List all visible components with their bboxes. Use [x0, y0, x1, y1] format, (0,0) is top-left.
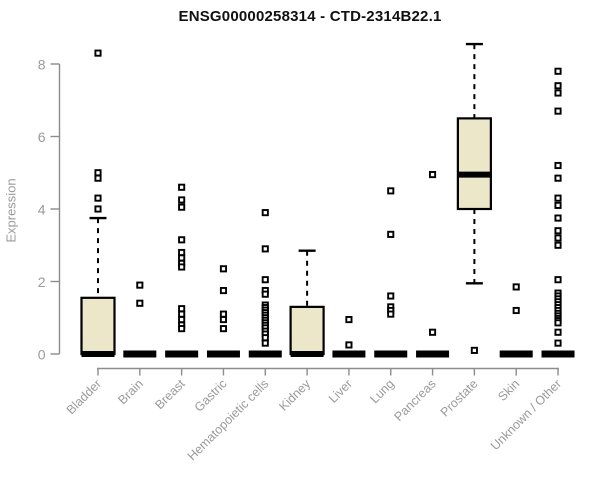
outlier-point [429, 328, 437, 336]
x-tick-label: Prostate [438, 377, 481, 420]
outlier-point [178, 316, 186, 324]
outlier-point [387, 187, 395, 195]
x-tick-label: Pancreas [391, 377, 438, 424]
outlier-point [554, 241, 562, 249]
y-tick-label: 0 [38, 346, 46, 362]
collapsed-box [248, 350, 282, 358]
outlier-point [554, 174, 562, 182]
outlier-point [387, 310, 395, 318]
outlier-point [554, 107, 562, 115]
outlier-point [554, 276, 562, 284]
outlier-point [554, 328, 562, 336]
outlier-point [261, 339, 269, 347]
outlier-point [261, 290, 269, 298]
outlier-point [470, 346, 478, 354]
outlier-point [554, 234, 562, 242]
y-tick-label: 6 [38, 129, 46, 145]
outlier-point [261, 334, 269, 342]
outlier-point [554, 194, 562, 202]
outlier-point [219, 265, 228, 273]
outlier-point [219, 310, 228, 318]
outlier-point [554, 89, 562, 97]
outlier-point [387, 230, 395, 238]
x-tick-label: Bladder [64, 377, 104, 417]
outlier-point [178, 196, 186, 204]
outlier-point [178, 236, 186, 244]
outlier-point [554, 339, 562, 347]
x-tick-label: Brain [115, 377, 146, 408]
box-iqr [456, 117, 492, 211]
outlier-point [94, 194, 102, 202]
outlier-point [94, 169, 102, 177]
box-iqr [289, 305, 325, 356]
outlier-point [554, 82, 562, 90]
outlier-point [554, 67, 562, 75]
box-iqr [80, 296, 116, 356]
x-tick-label: Lung [367, 377, 397, 407]
outlier-point [219, 316, 228, 324]
outlier-point [554, 161, 562, 170]
collapsed-box [206, 350, 240, 358]
outlier-point [554, 214, 562, 222]
chart-title: ENSG00000258314 - CTD-2314B22.1 [178, 8, 442, 25]
outlier-point [178, 254, 186, 262]
outlier-point [219, 325, 228, 333]
y-tick-label: 2 [38, 274, 46, 290]
outlier-point [345, 341, 353, 349]
outlier-point [178, 305, 186, 313]
x-tick-label: Breast [152, 376, 188, 412]
x-tick-label: Skin [495, 377, 522, 404]
outlier-point [94, 205, 102, 213]
collapsed-box [541, 350, 575, 358]
x-tick-label: Liver [326, 377, 355, 406]
outlier-point [178, 325, 186, 333]
collapsed-box [165, 350, 199, 358]
outlier-point [512, 306, 520, 315]
outlier-point [178, 183, 186, 191]
outlier-point [94, 49, 102, 57]
outlier-point [554, 227, 562, 235]
outlier-point [261, 209, 269, 217]
y-tick-label: 4 [38, 201, 46, 217]
outlier-point [554, 201, 562, 209]
outlier-point [178, 310, 186, 318]
y-tick-label: 8 [38, 56, 46, 72]
outlier-point [261, 245, 269, 253]
outlier-point [429, 171, 437, 179]
outlier-point [178, 203, 186, 211]
outlier-point [345, 316, 353, 324]
outlier-point [178, 263, 186, 271]
outlier-point [136, 281, 144, 289]
x-tick-label: Kidney [276, 376, 313, 413]
x-tick-label: Unknown / Other [488, 377, 564, 453]
collapsed-box [123, 350, 157, 358]
outlier-point [512, 283, 520, 291]
outlier-point [178, 248, 186, 257]
collapsed-box [499, 350, 533, 358]
collapsed-box [416, 350, 450, 358]
outlier-point [387, 292, 395, 300]
x-tick-label: Hematopoietic cells [185, 377, 272, 464]
outlier-point [219, 287, 228, 295]
collapsed-box [374, 350, 408, 358]
outlier-point [94, 174, 102, 182]
collapsed-box [332, 350, 366, 358]
outlier-point [136, 299, 144, 307]
outlier-point [261, 276, 269, 284]
x-tick-label: Gastric [192, 377, 230, 415]
outlier-point [554, 319, 562, 327]
